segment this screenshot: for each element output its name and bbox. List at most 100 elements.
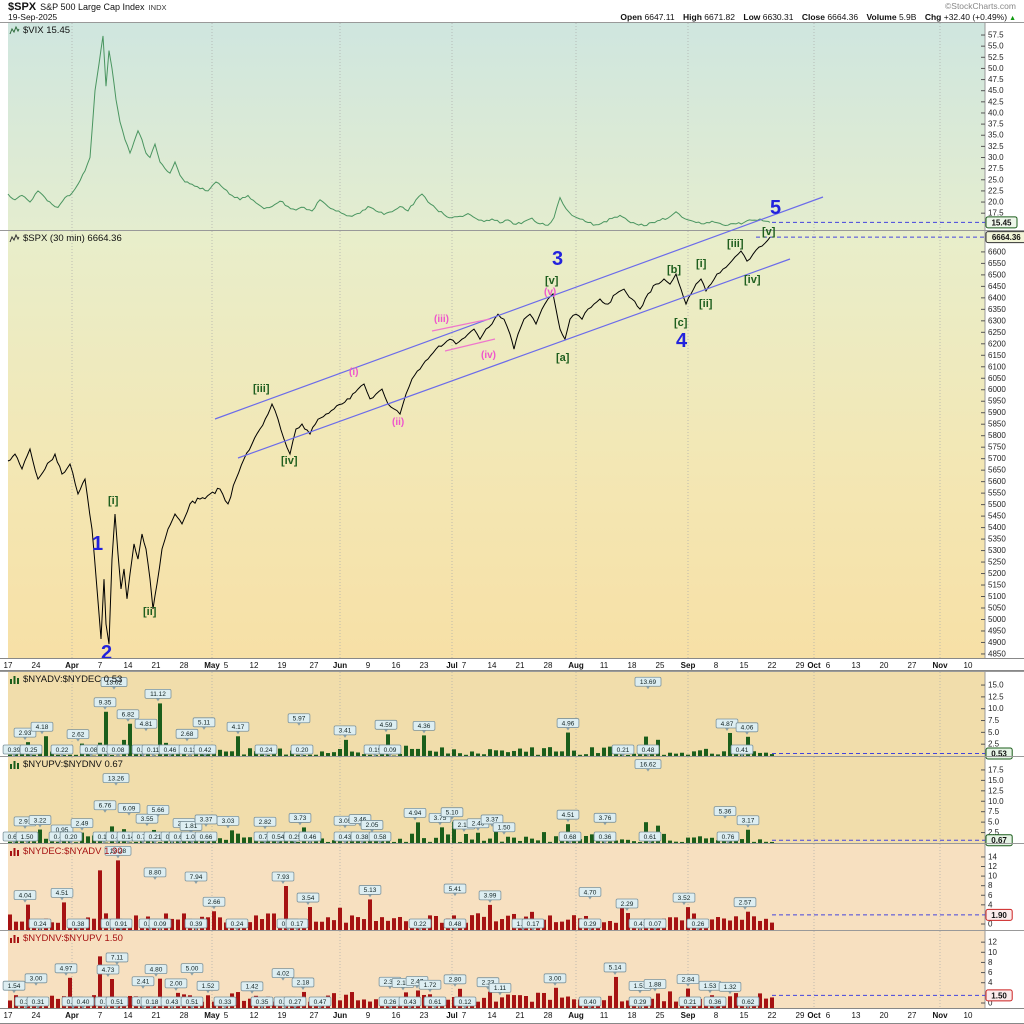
wave-label: 2 [101, 642, 112, 664]
svg-text:0.24: 0.24 [260, 747, 273, 754]
svg-text:4.04: 4.04 [19, 892, 32, 899]
svg-text:4850: 4850 [988, 649, 1006, 658]
svg-text:2.47: 2.47 [411, 978, 424, 985]
x-axis-tick: 14 [123, 1011, 133, 1020]
svg-text:2.23: 2.23 [482, 979, 495, 986]
wave-label: (iv) [481, 350, 496, 361]
x-axis-tick: 27 [309, 1011, 319, 1020]
bar-value-callout [131, 976, 155, 987]
svg-text:30.0: 30.0 [988, 153, 1004, 162]
svg-text:5.13: 5.13 [364, 887, 377, 894]
bar-value-callout [718, 981, 742, 992]
x-axis-tick: 18 [627, 661, 637, 670]
bar-value-callout [66, 729, 90, 740]
bar-value-callout [105, 996, 129, 1007]
wave-label: [a] [556, 352, 570, 364]
x-axis-tick: 17 [3, 661, 13, 670]
x-axis-tick: 15 [739, 1011, 749, 1020]
bar-value-callout [378, 744, 402, 755]
bar-value-callout [556, 809, 580, 820]
svg-text:0.42: 0.42 [199, 747, 212, 754]
header-row-1: $SPX S&P 500 Large Cap Index INDX ©StockCh… [8, 1, 1016, 13]
panel-nyadv-nydec: $NYADV:$NYDEC 0.53 15.0 12.5 10.0 7.5 5.0 2.5… [0, 671, 1024, 760]
svg-text:0.26: 0.26 [692, 921, 705, 928]
dec-value-box [985, 908, 1013, 921]
svg-text:5050: 5050 [988, 603, 1006, 612]
bar-value-callout [453, 996, 477, 1007]
x-axis-tick: 16 [391, 1011, 401, 1020]
bar-value-callout [558, 831, 582, 842]
svg-text:0.26: 0.26 [384, 999, 397, 1006]
svg-text:0.48: 0.48 [642, 747, 655, 754]
svg-text:14: 14 [988, 852, 997, 861]
bar-value-callout [578, 887, 602, 897]
bar-value-callout [578, 918, 602, 929]
svg-text:0.61: 0.61 [429, 999, 442, 1006]
svg-text:1.32: 1.32 [724, 984, 737, 991]
svg-text:0.17: 0.17 [527, 921, 540, 928]
bar-value-callout [423, 996, 447, 1007]
svg-text:0.29: 0.29 [634, 999, 647, 1006]
svg-text:50.0: 50.0 [988, 64, 1004, 73]
bar-chart-icon [10, 761, 19, 769]
svg-text:3.75: 3.75 [434, 815, 447, 822]
svg-text:5250: 5250 [988, 558, 1006, 567]
wave-label: (iii) [434, 314, 449, 325]
svg-text:15.45: 15.45 [991, 218, 1012, 227]
svg-text:0.09: 0.09 [384, 747, 397, 754]
bar-value-callout [403, 807, 427, 818]
svg-text:3.99: 3.99 [484, 893, 497, 900]
svg-text:0.14: 0.14 [122, 834, 135, 841]
bar-value-callout [13, 890, 37, 901]
svg-text:2.57: 2.57 [739, 899, 752, 906]
vix-value-box [985, 216, 1018, 229]
svg-text:4.18: 4.18 [36, 724, 49, 731]
wave-label: (v) [544, 287, 556, 298]
svg-text:6664.36: 6664.36 [992, 233, 1021, 242]
x-axis-tick: 7 [97, 661, 103, 670]
svg-text:6.76: 6.76 [99, 803, 112, 810]
svg-text:4.81: 4.81 [140, 721, 153, 728]
svg-text:2.18: 2.18 [297, 980, 310, 987]
bar-value-callout [106, 744, 130, 755]
svg-text:4.59: 4.59 [380, 722, 393, 729]
symbol-label: $SPX [8, 1, 37, 13]
x-axis-tick: 21 [151, 1011, 161, 1020]
svg-text:57.5: 57.5 [988, 31, 1004, 40]
svg-text:6550: 6550 [988, 259, 1006, 268]
bar-value-callout [686, 918, 710, 929]
bar-value-callout [104, 845, 132, 856]
svg-text:22.5: 22.5 [988, 186, 1004, 195]
wave-label: [ii] [143, 606, 157, 618]
svg-text:4.36: 4.36 [418, 723, 431, 730]
x-axis-tick: Nov [932, 661, 948, 670]
svg-text:2.5: 2.5 [988, 828, 1000, 837]
bar-value-callout [184, 918, 208, 929]
svg-text:4.94: 4.94 [409, 810, 422, 817]
panel-nydec-nyadv: $NYDEC:$NYADV 1.90 14 12 10 8 6 4 0 4.04 4.51 13.… [0, 843, 1024, 931]
svg-text:0.38: 0.38 [356, 834, 369, 841]
svg-text:0.47: 0.47 [314, 999, 327, 1006]
nyadv-legend-label: $NYADV:$NYDEC 0.53 [23, 674, 123, 685]
wave-label: [iii] [253, 383, 270, 395]
x-axis-tick: Jun [332, 661, 348, 670]
bar-value-callout [480, 814, 504, 825]
svg-text:5.0: 5.0 [988, 728, 1000, 737]
bar-value-callout [19, 744, 43, 755]
bar-value-callout [66, 918, 90, 929]
x-axis-tick: 14 [487, 1011, 497, 1020]
svg-text:9.35: 9.35 [99, 700, 112, 707]
bar-value-callout [196, 980, 220, 991]
svg-text:3.54: 3.54 [302, 895, 315, 902]
svg-text:2.32: 2.32 [384, 979, 397, 986]
svg-text:1.81: 1.81 [185, 823, 198, 830]
x-axis-tick: 8 [713, 1011, 719, 1020]
bar-value-callout [180, 996, 204, 1007]
x-axis-tick: Aug [568, 1011, 584, 1020]
x-axis-tick: 23 [419, 661, 429, 670]
bar-value-callout [96, 964, 120, 975]
bar-value-callout [703, 996, 727, 1007]
svg-text:6.09: 6.09 [123, 805, 136, 812]
svg-text:0.58: 0.58 [374, 834, 387, 841]
